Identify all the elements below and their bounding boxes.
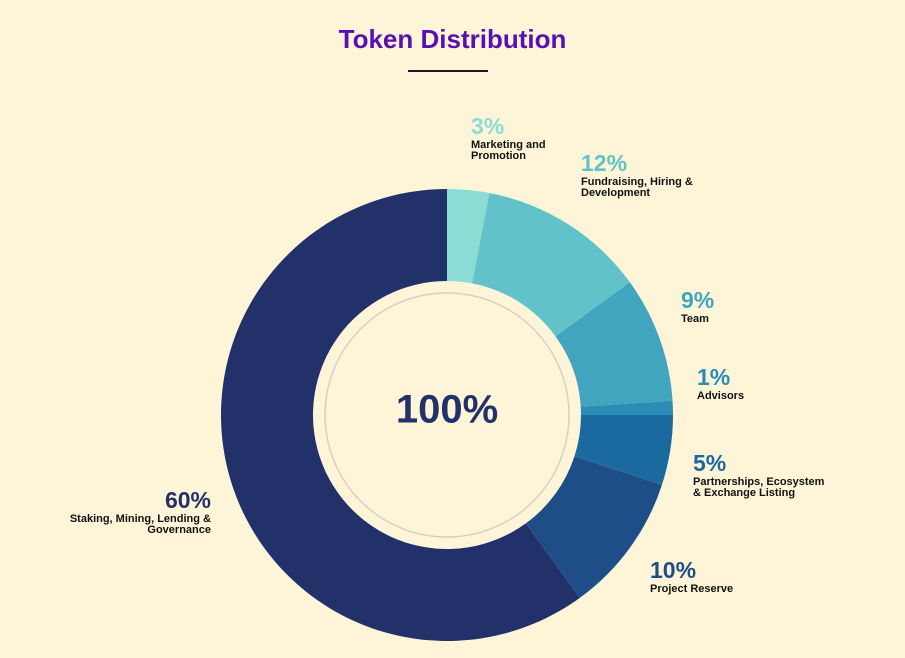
slice-label: 10% Project Reserve [650, 558, 790, 595]
slice-label: 12% Fundraising, Hiring & Development [581, 151, 711, 199]
donut-slice [472, 193, 630, 337]
chart-title: Token Distribution [338, 24, 567, 54]
value-label: 10% [650, 557, 697, 583]
slice-label: 9% Team [681, 288, 801, 325]
category-label: Team [681, 313, 709, 325]
category-label: Advisors [697, 390, 745, 402]
slice-label: 5% Partnerships, Ecosystem & Exchange Lis… [693, 451, 833, 499]
donut-slice [525, 456, 662, 598]
donut-slice [580, 400, 673, 415]
category-label: Staking, Mining, Lending & Governance [69, 513, 211, 536]
inner-ring [324, 292, 570, 538]
category-label: Project Reserve [650, 583, 734, 595]
donut-slice [574, 415, 673, 485]
donut-slice [555, 282, 673, 407]
slice-label: 60% Staking, Mining, Lending & Governance [66, 488, 211, 536]
category-label: Marketing and Promotion [471, 139, 546, 162]
donut-slice [221, 189, 580, 641]
value-label: 1% [697, 364, 731, 390]
value-label: 60% [164, 487, 211, 513]
value-label: 3% [471, 113, 505, 139]
center-label: 100% [396, 388, 498, 432]
title-underline [408, 70, 488, 72]
value-label: 12% [581, 150, 628, 176]
value-label: 9% [681, 287, 715, 313]
slice-label: 3% Marketing and Promotion [471, 114, 561, 162]
slice-label: 1% Advisors [697, 365, 797, 402]
category-label: Partnerships, Ecosystem & Exchange Listi… [693, 476, 825, 499]
donut-slice [447, 189, 490, 284]
value-label: 5% [693, 450, 727, 476]
category-label: Fundraising, Hiring & Development [581, 176, 693, 199]
